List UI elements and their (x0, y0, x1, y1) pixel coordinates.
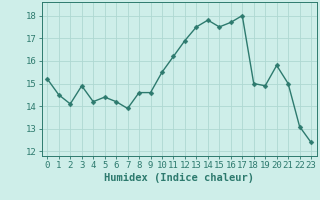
X-axis label: Humidex (Indice chaleur): Humidex (Indice chaleur) (104, 173, 254, 183)
